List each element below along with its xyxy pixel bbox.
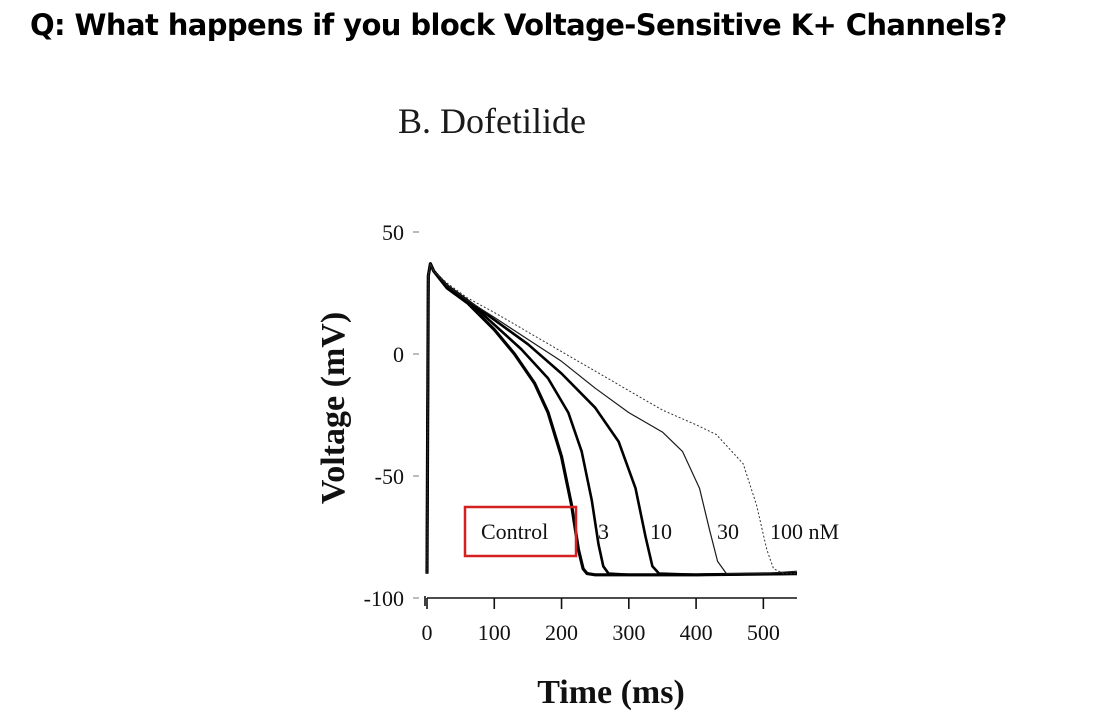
y-axis-title: Voltage (mV) <box>315 312 352 504</box>
series-line-100-nm <box>426 263 797 575</box>
y-tick-label: 50 <box>382 220 404 245</box>
question-heading: Q: What happens if you block Voltage-Sen… <box>30 8 1007 42</box>
series-line-30 <box>426 263 798 575</box>
control-highlight-box <box>463 505 578 558</box>
x-tick-label: 500 <box>747 620 780 645</box>
x-tick-label: 400 <box>680 620 713 645</box>
chart-title: B. Dofetilide <box>398 101 586 141</box>
x-tick-label: 0 <box>422 620 433 645</box>
chart-curves <box>425 262 798 577</box>
x-tick-label: 300 <box>612 620 645 645</box>
x-axis-title: Time (ms) <box>537 674 685 711</box>
series-label-30: 30 <box>717 519 739 544</box>
series-label-3: 3 <box>598 519 609 544</box>
chart-labels: Control 3 10 30 100 nM Time (ms) Voltage (mV) <box>315 312 839 711</box>
y-tick-label: 0 <box>393 342 404 367</box>
x-tick-label: 100 <box>478 620 511 645</box>
x-tick-label: 200 <box>545 620 578 645</box>
series-label-control: Control <box>481 519 548 544</box>
y-tick-label: -100 <box>364 586 404 611</box>
series-label-100-nm: 100 nM <box>770 519 839 544</box>
series-label-10: 10 <box>650 519 672 544</box>
y-tick-label: -50 <box>375 464 404 489</box>
